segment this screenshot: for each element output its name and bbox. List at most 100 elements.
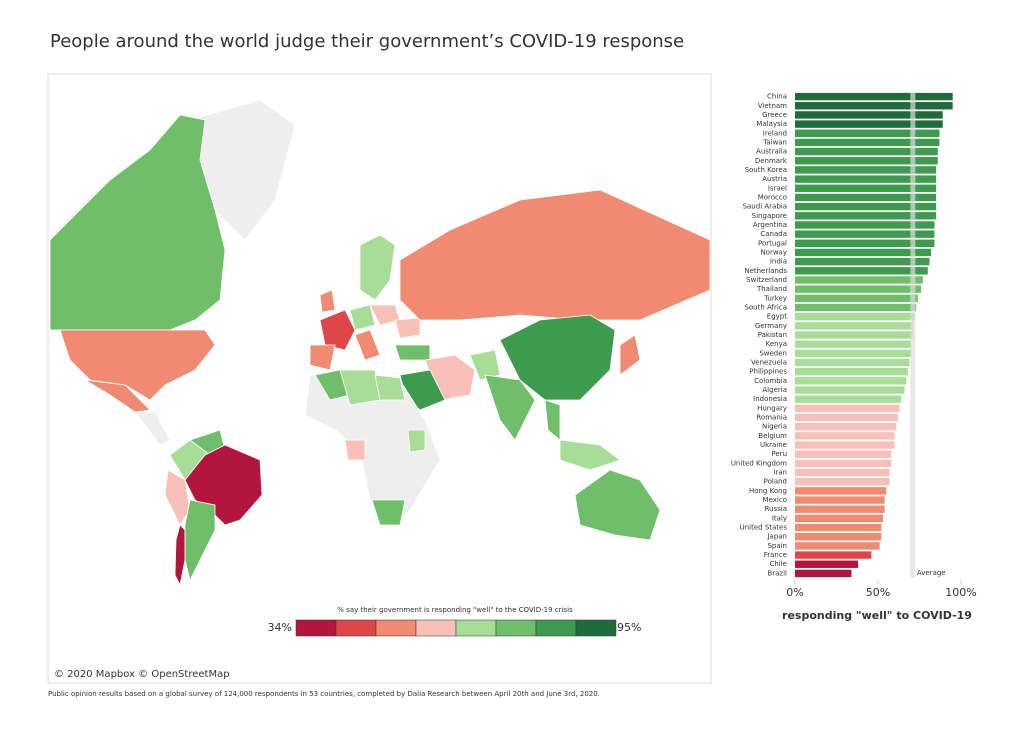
bar (795, 459, 892, 468)
category-label: Japan (766, 533, 787, 541)
category-label: Spain (767, 542, 787, 550)
bar (795, 413, 898, 422)
category-label: Nigeria (762, 423, 787, 431)
category-label: Australia (756, 148, 787, 156)
category-label: Sweden (759, 349, 787, 357)
bar (795, 395, 902, 403)
bar (795, 441, 895, 449)
bar (795, 138, 940, 147)
category-label: Kenya (766, 340, 787, 348)
category-label: Brazil (767, 569, 787, 577)
category-label: Argentina (753, 221, 787, 229)
category-label: Hong Kong (749, 487, 787, 495)
category-label: Belgium (758, 432, 787, 440)
bar (795, 303, 917, 312)
category-label: Austria (762, 175, 787, 183)
bar (795, 560, 859, 568)
bar (795, 248, 932, 257)
category-label: France (764, 551, 787, 559)
bar (795, 92, 953, 101)
legend-swatch (375, 619, 417, 637)
bar (795, 386, 905, 394)
category-label: Israel (768, 184, 787, 192)
bar (795, 285, 922, 293)
bar (795, 450, 892, 458)
bar (795, 551, 872, 559)
footnote: Public opinion results based on a global… (48, 690, 600, 698)
category-label: Malaysia (756, 120, 787, 128)
category-label: Chile (769, 560, 787, 568)
category-label: South Korea (745, 166, 787, 174)
category-label: Colombia (754, 377, 787, 385)
category-label: United States (740, 524, 788, 532)
bar (795, 340, 912, 348)
reference-line (910, 92, 916, 578)
category-label: Egypt (767, 313, 787, 321)
bar (795, 166, 937, 174)
bar (795, 496, 885, 504)
legend-swatch (575, 619, 617, 637)
bar (795, 120, 943, 128)
bar (795, 331, 913, 339)
category-label: Russia (764, 505, 787, 513)
category-label: Iran (773, 469, 787, 477)
bar (795, 239, 935, 248)
bar (795, 276, 923, 284)
bar (795, 267, 928, 275)
category-label: Vietnam (758, 102, 787, 110)
category-label: China (767, 93, 787, 101)
category-label: India (770, 258, 787, 266)
category-label: Ireland (763, 129, 787, 137)
bar (795, 230, 935, 238)
bar (795, 422, 897, 431)
category-label: Pakistan (758, 331, 787, 339)
category-label: Indonesia (753, 395, 787, 403)
map (49, 99, 711, 587)
map-legend-min: 34% (268, 621, 292, 634)
bar (795, 468, 890, 477)
bar (795, 111, 943, 119)
category-label: Romania (756, 414, 787, 422)
map-legend-max: 95% (617, 621, 641, 634)
category-label: Portugal (758, 239, 787, 247)
category-label: United Kingdom (731, 459, 787, 467)
category-label: Netherlands (744, 267, 787, 275)
category-label: Switzerland (746, 276, 787, 284)
legend-swatch (455, 619, 497, 637)
legend-swatch (295, 619, 337, 637)
legend-swatch (415, 619, 457, 637)
category-label: Greece (762, 111, 787, 119)
category-label: Mexico (763, 496, 787, 504)
category-label: Poland (764, 478, 787, 486)
category-label: Morocco (758, 193, 787, 201)
x-axis-label: responding "well" to COVID-19 (782, 609, 972, 622)
legend-swatch (495, 619, 537, 637)
bar (795, 514, 883, 523)
bar (795, 129, 940, 137)
category-label: Italy (772, 514, 787, 522)
bar (795, 184, 937, 192)
bar (795, 367, 908, 376)
category-label: Denmark (755, 157, 788, 165)
category-label: Taiwan (762, 138, 787, 146)
bar (795, 432, 895, 440)
bar (795, 505, 885, 513)
map-legend-title: % say their government is responding "we… (337, 606, 573, 614)
bar (795, 257, 930, 266)
category-label: Peru (771, 450, 787, 458)
bar (795, 533, 882, 541)
category-label: Singapore (752, 212, 787, 220)
category-label: Hungary (757, 404, 787, 412)
map-legend (295, 619, 617, 637)
bar (795, 193, 937, 202)
x-tick-label: 50% (866, 586, 890, 599)
bar (795, 349, 912, 358)
bar (795, 221, 935, 229)
bar (795, 523, 882, 532)
bar (795, 147, 938, 156)
bar (795, 569, 852, 578)
bar (795, 377, 907, 385)
bar (795, 212, 937, 220)
category-label: Algeria (762, 386, 787, 394)
